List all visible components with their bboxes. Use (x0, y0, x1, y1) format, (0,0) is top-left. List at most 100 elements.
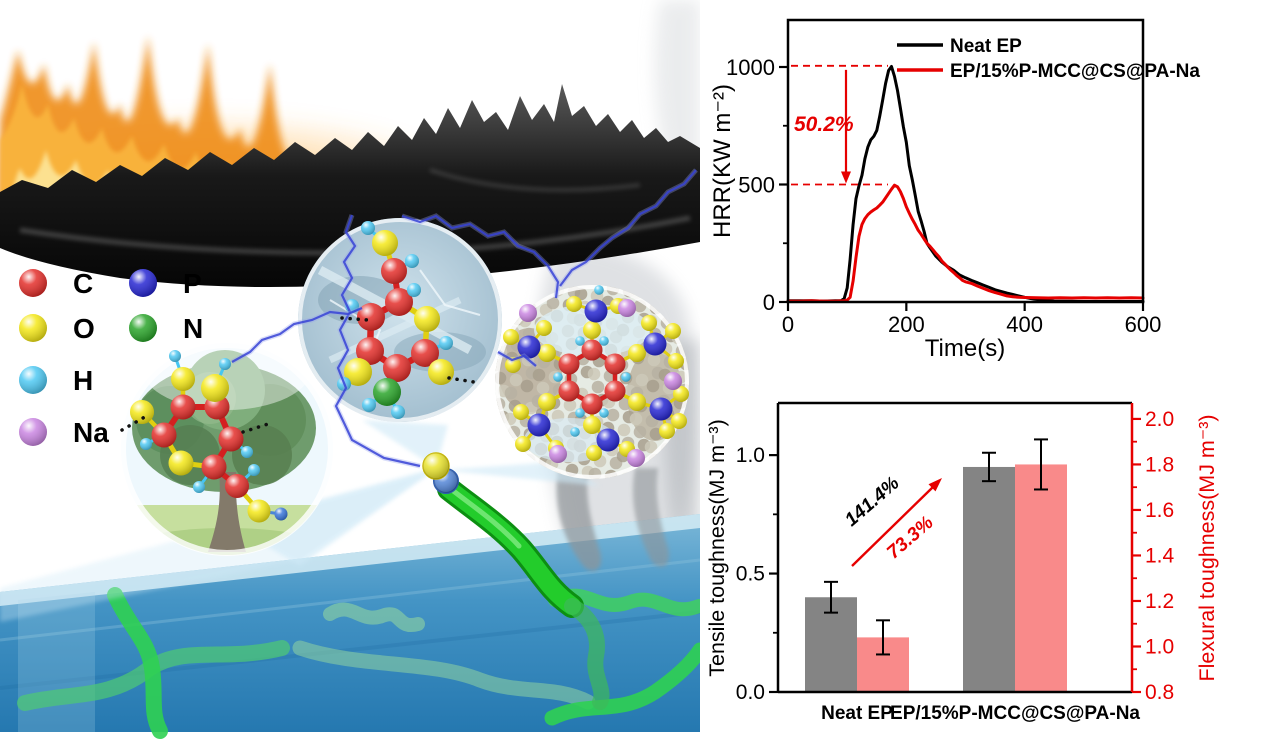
bead (635, 373, 649, 387)
lightning-bolt (401, 214, 560, 299)
O-atom-shine (538, 344, 556, 362)
lightning-bolt (231, 306, 363, 363)
H-atom-shine (407, 283, 421, 297)
bar-Tensile toughness-EP/15%P-MCC@CS@PA-Na (963, 466, 1015, 692)
P-atom-shine (517, 335, 541, 359)
C-atom-shine (357, 303, 385, 331)
bead (633, 425, 647, 439)
C-atom-shine (558, 380, 580, 402)
beam (362, 420, 448, 468)
O-atom-shine (503, 329, 519, 345)
ice-streak (328, 296, 462, 364)
hrr-legend: Neat EP EP/15%P-MCC@CS@PA-Na (897, 36, 1200, 82)
smoke-columns (556, 468, 669, 571)
x-tick-label: 0 (782, 312, 794, 337)
smoke-column (632, 468, 669, 567)
x-tick-label: 400 (1006, 312, 1043, 337)
O-atom-shine (130, 400, 154, 424)
H-atom-shine (405, 254, 419, 268)
category-label-neat-ep: Neat EP (821, 703, 893, 724)
water-streak (0, 558, 700, 642)
tensile-axis-label: Tensile toughness(MJ m⁻³) (705, 419, 729, 677)
H-atom-shine (575, 408, 585, 418)
C-atom-swatch-shine (19, 269, 47, 297)
tube-highlight (444, 483, 522, 549)
tree-inset-rim (120, 342, 334, 556)
O-atom-swatch-shine (19, 314, 47, 342)
left-tick-label: 0.0 (736, 681, 765, 704)
Na-atom-shine (618, 299, 636, 317)
Na-atom-swatch-shine (19, 418, 47, 446)
bead (606, 408, 620, 422)
O-atom-shine (583, 321, 601, 339)
flexural-axis-label: Flexural toughness(MJ m⁻³) (1195, 414, 1219, 681)
improvement-arrow-shaft (851, 486, 934, 567)
dotted-bonds (120, 316, 476, 434)
bead (617, 423, 631, 437)
P-atom-shine (649, 397, 673, 421)
lightning-bonds (230, 168, 698, 469)
bead (563, 398, 577, 412)
C-atom-shine (604, 353, 626, 375)
C-atom-shine (558, 353, 580, 375)
H-atom-shine (599, 408, 609, 418)
hrr-line-chart: 0 500 1000 0 200 400 600 HRR(KW m⁻²) Time(s) N… (700, 0, 1269, 372)
H-atom-shine (570, 427, 580, 437)
legend-symbol-C: C (73, 268, 93, 299)
O-atom-shine (665, 323, 681, 339)
C-atom-shine (170, 394, 196, 420)
H-atom-shine (248, 464, 260, 476)
polymer-chain (544, 642, 700, 726)
O-atom-shine (536, 320, 552, 336)
C-atom-shine (385, 288, 413, 316)
ice-inset-rim (298, 218, 502, 422)
polymer-chains (17, 587, 700, 739)
C-atom-shine (604, 380, 626, 402)
O-atom-shine (628, 344, 646, 362)
right-tick-label: 1.8 (1145, 453, 1174, 476)
legend-symbol-N: N (183, 313, 203, 344)
legend-label-composite: EP/15%P-MCC@CS@PA-Na (950, 61, 1200, 82)
epoxy-chain-tube (437, 477, 610, 710)
H-atom-shine (140, 438, 152, 450)
right-tick-label: 2.0 (1145, 408, 1174, 431)
hrr-axis-ticks: 0 500 1000 0 200 400 600 (726, 55, 1161, 337)
right-tick-label: 1.0 (1145, 635, 1174, 658)
legend-item-P: P (129, 268, 202, 299)
legend-item-Na: Na (19, 417, 109, 448)
P-atom-shine (527, 413, 551, 437)
H-atom-shine (219, 358, 231, 370)
O-atom-shine (583, 416, 601, 434)
C-atom-shine (218, 426, 244, 452)
beam (230, 468, 436, 566)
legend-symbol-H: H (73, 365, 93, 396)
C-atom-shine (383, 354, 411, 382)
C-atom-shine (356, 337, 384, 365)
lightning-bolt (497, 351, 537, 367)
N-atom-shine (373, 378, 401, 406)
O-atom-shine (414, 306, 440, 332)
O-atom-shine (247, 499, 271, 523)
y-tick-label: 500 (738, 173, 775, 198)
hrr-chart-bg (700, 0, 1269, 372)
dotted-bond (120, 412, 152, 432)
hrr-x-axis-label: Time(s) (925, 335, 1005, 362)
atom-color-legend: C P O N H Na (19, 268, 203, 448)
P-atom-shine (584, 299, 608, 323)
tube-tail (564, 598, 610, 710)
O-atom-shine (513, 404, 529, 420)
right-tick-label: 0.8 (1145, 681, 1174, 704)
bar-axis-ticks: 0.0 0.5 1.0 0.8 1.0 1.2 1.4 1.6 1.8 2.0 (736, 408, 1175, 704)
molecules (130, 221, 689, 523)
O-atom-shine (641, 315, 657, 331)
bar-series (805, 438, 1067, 692)
C-atom-shine (151, 422, 177, 448)
O-atom-shine (668, 353, 684, 369)
hrr-reduction-label: 50.2% (794, 113, 854, 136)
bead (591, 380, 605, 394)
bead (532, 368, 546, 382)
hrr-y-axis-label: HRR(KW m⁻²) (709, 84, 736, 238)
O-atom-shine (671, 413, 687, 429)
H-atom-shine (553, 372, 563, 382)
phytate-sodium-molecule (503, 285, 689, 467)
